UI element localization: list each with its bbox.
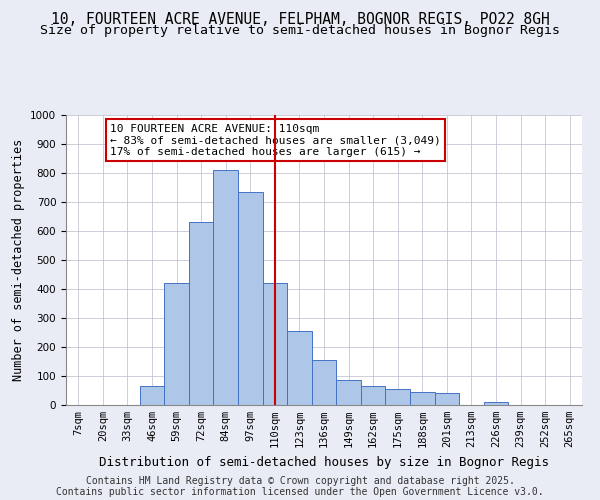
Text: 10, FOURTEEN ACRE AVENUE, FELPHAM, BOGNOR REGIS, PO22 8GH: 10, FOURTEEN ACRE AVENUE, FELPHAM, BOGNO…: [50, 12, 550, 28]
Bar: [312, 360, 336, 405]
Text: 10 FOURTEEN ACRE AVENUE: 110sqm
← 83% of semi-detached houses are smaller (3,049: 10 FOURTEEN ACRE AVENUE: 110sqm ← 83% of…: [110, 124, 441, 157]
Bar: [140, 386, 164, 405]
Bar: [410, 392, 434, 405]
Bar: [385, 389, 410, 405]
Text: Size of property relative to semi-detached houses in Bognor Regis: Size of property relative to semi-detach…: [40, 24, 560, 37]
Bar: [336, 380, 361, 405]
Bar: [238, 192, 263, 405]
Bar: [164, 283, 189, 405]
Bar: [434, 394, 459, 405]
Bar: [287, 331, 312, 405]
Bar: [484, 402, 508, 405]
Bar: [361, 386, 385, 405]
Y-axis label: Number of semi-detached properties: Number of semi-detached properties: [11, 139, 25, 381]
X-axis label: Distribution of semi-detached houses by size in Bognor Regis: Distribution of semi-detached houses by …: [99, 456, 549, 468]
Bar: [214, 170, 238, 405]
Text: Contains HM Land Registry data © Crown copyright and database right 2025.: Contains HM Land Registry data © Crown c…: [86, 476, 514, 486]
Bar: [263, 283, 287, 405]
Text: Contains public sector information licensed under the Open Government Licence v3: Contains public sector information licen…: [56, 487, 544, 497]
Bar: [189, 222, 214, 405]
